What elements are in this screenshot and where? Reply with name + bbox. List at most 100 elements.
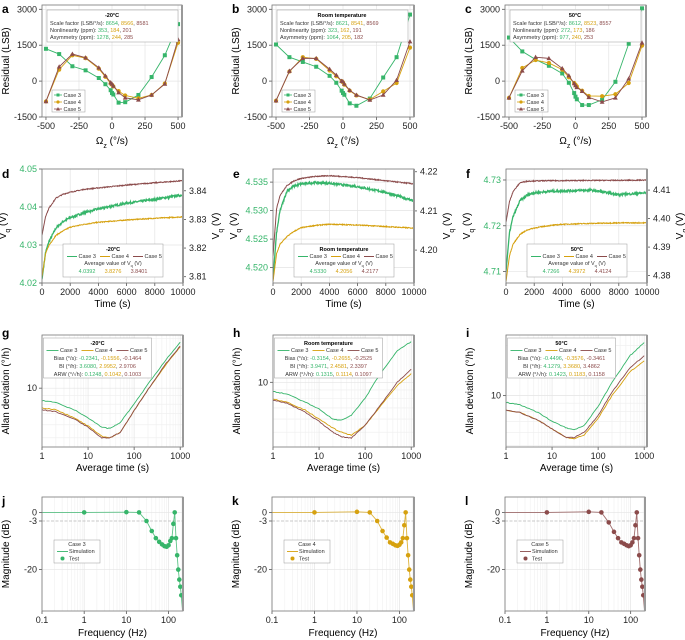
test-point	[586, 509, 592, 515]
test-point	[631, 535, 637, 541]
average-value: 4.4124	[595, 269, 612, 275]
data-point	[122, 95, 128, 100]
panel-letter: i	[466, 326, 469, 340]
label-part: Average value of V	[548, 261, 595, 267]
annotation-title: 50°C	[569, 13, 581, 19]
value: 353	[98, 28, 107, 34]
stat-label: Bias (°/s):	[518, 356, 543, 362]
label-part: Allan deviation (°/h)	[232, 348, 243, 435]
x-tick-label: -250	[533, 121, 551, 131]
data-point	[347, 101, 352, 106]
series-line-case-3	[506, 342, 645, 431]
stat-value: -0.2341	[79, 356, 98, 362]
series-line-case-3	[273, 341, 412, 421]
y-right-axis-label: Vq (V)	[211, 213, 225, 240]
separator: ,	[581, 35, 584, 41]
value: 8523	[584, 21, 596, 27]
x-tick-label: -500	[37, 121, 55, 131]
data-point	[96, 75, 101, 80]
label-part: Average value of V	[84, 261, 131, 267]
x-tick-label: 100	[127, 451, 142, 461]
stat-label: BI (°/h):	[59, 364, 79, 370]
y-axis-label: Magnitude (dB)	[464, 520, 475, 588]
triangle-marker-icon	[519, 107, 523, 111]
y-right-tick-label: 4.40	[653, 214, 671, 224]
x-tick-label: 0	[109, 121, 114, 131]
data-point	[274, 42, 279, 47]
x-axis-label: Frequency (Hz)	[541, 628, 610, 639]
panel-letter: b	[232, 2, 239, 16]
stat-label: Bias (°/s):	[54, 356, 79, 362]
value: 272	[561, 28, 570, 34]
annotation-label: Scale factor (LSB/°/s):	[50, 21, 105, 27]
x-axis-label: Frequency (Hz)	[78, 628, 147, 639]
stat-value: -0.3154	[310, 356, 329, 362]
stat-row: BI (°/h): 3.6080, 2.9952, 2.9706	[59, 364, 136, 370]
x-tick-label: 0	[39, 287, 44, 297]
legend-label: Case 5	[294, 107, 311, 113]
y-tick-label: 1500	[480, 40, 500, 50]
test-point	[544, 510, 550, 515]
stat-label: Bias (°/s):	[285, 356, 310, 362]
test-point	[354, 509, 360, 515]
stat-value: 0.1042	[104, 372, 121, 378]
x-axis-label: Time (s)	[94, 299, 130, 310]
label-part: q	[682, 229, 685, 233]
legend-label: Case 3	[64, 93, 81, 99]
data-point	[394, 55, 399, 60]
y-axis-label: Allan deviation (°/h)	[232, 348, 243, 435]
y-right-tick-label: 3.84	[189, 186, 207, 196]
value: 191	[353, 28, 362, 34]
label-part: Magnitude (dB)	[464, 520, 475, 588]
y-tick-label: -3	[29, 516, 37, 526]
square-marker-icon	[519, 93, 523, 97]
annotation-label: Asymmetry (ppm):	[280, 35, 325, 41]
circle-marker-icon	[519, 100, 523, 104]
x-tick-label: 10	[314, 451, 324, 461]
x-tick-label: 100	[358, 451, 373, 461]
x-tick-label: 2000	[60, 287, 80, 297]
legend: 50°C Case 3 Case 4 Case 5 Bias (°/s): -0.449…	[507, 337, 616, 379]
test-point	[398, 540, 404, 545]
value: 8566	[121, 21, 133, 27]
average-label: Average value of Vq (V)	[84, 261, 142, 268]
data-point	[136, 97, 141, 102]
legend-label: Case 4	[64, 100, 81, 106]
label-part: (°/s)	[338, 136, 359, 147]
stat-row: ARW (°/√h): 0.1315, 0.1114, 0.1097	[285, 371, 372, 378]
stat-label: ARW (°/√h):	[518, 371, 549, 378]
test-point	[124, 509, 129, 515]
y-right-tick-label: 4.41	[653, 185, 671, 195]
value: 253	[584, 35, 593, 41]
label-part: (V)	[229, 213, 240, 229]
legend-label: Test	[69, 557, 80, 563]
x-tick-label: 0	[573, 121, 578, 131]
annotation-box	[509, 9, 642, 43]
data-point	[573, 94, 578, 99]
data-point	[116, 90, 122, 95]
data-point	[56, 64, 62, 69]
data-point	[394, 77, 399, 82]
y-right-tick-label: 4.20	[420, 245, 438, 255]
x-axis-label: Time (s)	[558, 299, 594, 310]
legend-label: Case 5	[376, 254, 393, 260]
annotation-row: Scale factor (LSB/°/s): 8612, 8523, 8557	[513, 21, 612, 27]
test-point	[401, 522, 407, 528]
x-tick-label: 6000	[581, 287, 601, 297]
separator: ,	[570, 28, 573, 34]
y-tick-label: -1500	[244, 112, 267, 122]
x-tick-label: 500	[171, 121, 186, 131]
legend-box	[43, 337, 152, 379]
x-axis-label: Average time (s)	[76, 463, 149, 474]
separator: ,	[347, 364, 350, 370]
legend-label: Simulation	[532, 549, 558, 555]
y-axis-label: Allan deviation (°/h)	[465, 348, 476, 435]
data-point	[626, 41, 631, 46]
label-part: Time (s)	[94, 299, 130, 310]
label-part: Allan deviation (°/h)	[1, 348, 12, 435]
label-part: q	[362, 264, 364, 268]
separator: ,	[109, 35, 112, 41]
data-point	[566, 80, 571, 85]
